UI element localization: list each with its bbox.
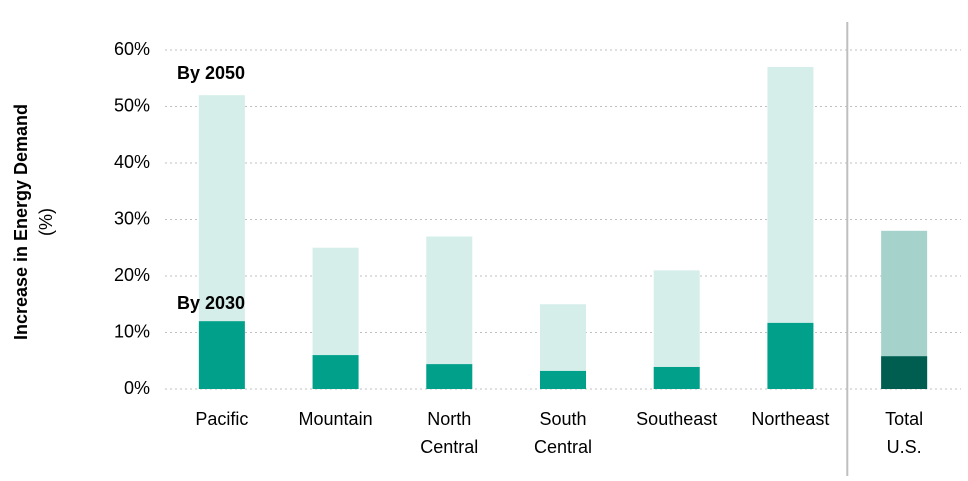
x-tick-label: Southeast <box>636 409 717 429</box>
legend-label: By 2030 <box>177 293 245 313</box>
x-tick-label: Total U.S. <box>885 409 923 457</box>
legend-label: By 2050 <box>177 63 245 83</box>
bar <box>426 236 473 389</box>
bar <box>540 370 586 389</box>
y-axis-unit: (%) <box>36 208 56 236</box>
x-tick-label: Pacific <box>195 409 248 429</box>
y-tick-label: 30% <box>114 208 150 228</box>
x-tick-label: Northeast <box>751 409 829 429</box>
bar <box>767 322 814 389</box>
bar <box>881 356 928 389</box>
y-axis-label: Increase in Energy Demand <box>11 104 31 340</box>
y-tick-label: 20% <box>114 265 150 285</box>
bar <box>653 366 700 389</box>
bar <box>312 355 359 389</box>
bar <box>426 364 473 389</box>
x-tick-label: Mountain <box>299 409 373 429</box>
x-tick-label: South Central <box>534 409 592 457</box>
x-tick-label: North Central <box>420 409 478 457</box>
bar <box>198 321 245 389</box>
y-tick-label: 0% <box>124 378 150 398</box>
y-tick-label: 60% <box>114 39 150 59</box>
y-tick-label: 40% <box>114 152 150 172</box>
y-tick-label: 10% <box>114 321 150 341</box>
y-tick-label: 50% <box>114 95 150 115</box>
